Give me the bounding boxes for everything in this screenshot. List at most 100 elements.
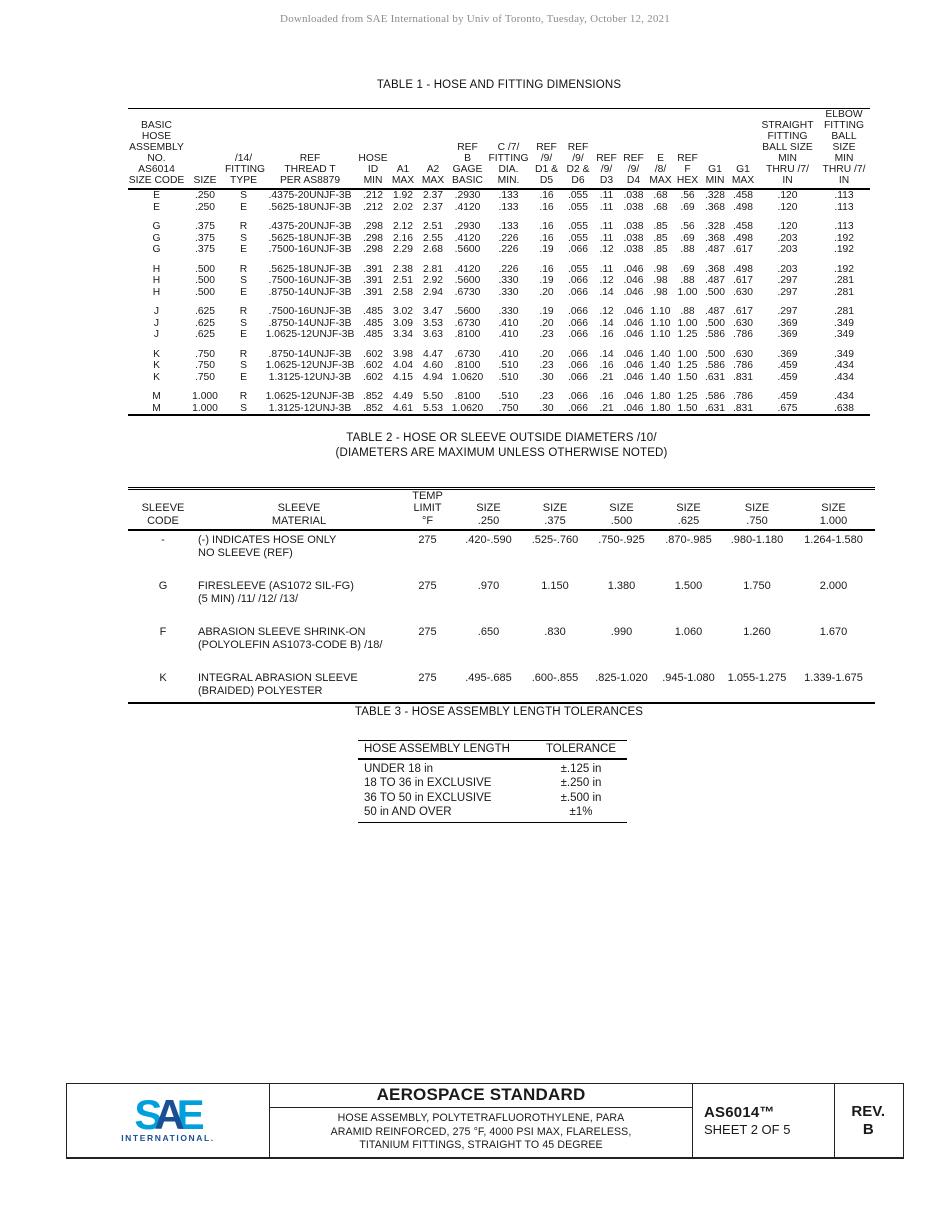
table-cell: 275 [418,671,437,684]
table-cell: .970 [477,579,500,592]
table-cell: .349 [833,317,855,329]
table-cell: .298 [362,232,384,244]
table-cell: 1.10 [650,329,671,340]
table-cell: .11 [599,201,614,213]
table-cell: E [240,329,247,340]
table-cell: H [152,263,161,275]
spacer-row [128,561,875,577]
table-cell: .510 [498,371,519,383]
table-cell: .980-1.180 [730,533,784,546]
table-cell: ±.500 in [560,791,602,804]
download-watermark: Downloaded from SAE International by Uni… [280,13,670,25]
table-cell: .298 [362,221,384,232]
table-cell: .2930 [454,190,481,201]
table-cell: FIRESLEEVE (AS1072 SIL-FG) (5 MIN) /11/ … [198,579,354,606]
spacer-row [128,653,875,669]
table-cell: 1.00 [677,286,698,298]
table-cell: .16 [599,360,614,371]
table-cell: .14 [599,317,614,329]
column-header: HOSE ID MIN [358,153,388,186]
table-cell: .391 [362,286,384,298]
table-cell: 2.02 [392,201,414,213]
table-cell: .6730 [454,348,481,360]
table-cell: .330 [498,306,519,317]
table-cell: .69 [680,232,695,244]
table-row: G FIRESLEEVE (AS1072 SIL-FG) (5 MIN) /11/… [128,577,875,607]
table-cell: 2.94 [422,286,444,298]
sae-logo: S A E INTERNATIONAL. [67,1084,270,1157]
table-cell: .7500-16UNJF-3B [268,275,352,286]
table-cell: .066 [567,275,589,286]
table-cell: .98 [653,275,668,286]
table-cell: M [152,391,161,402]
table-cell: .459 [777,360,798,371]
table-cell: .434 [833,371,855,383]
table-cell: 2.37 [422,190,444,201]
table-cell: 3.47 [422,306,444,317]
table2-container: SLEEVE CODE SLEEVE MATERIAL TEMP LIMIT °F S… [128,487,875,704]
table-cell: .19 [539,244,554,255]
table-cell: .038 [623,232,644,244]
table-cell: 1.40 [650,371,671,383]
column-header: REF /9/ D2 & D6 [566,142,590,186]
table-cell: .617 [732,244,754,255]
table-cell: .066 [567,329,589,340]
table-cell: .88 [680,306,695,317]
table-cell: .420-.590 [465,533,512,546]
table-cell: .485 [362,317,384,329]
table-row: H .500 S .7500-16UNJF-3B .391 2.51 2.92 .5600 .3… [128,275,870,287]
sheet-number: SHEET 2 OF 5 [704,1122,791,1137]
table-cell: .066 [567,371,589,383]
table-cell: R [239,221,248,232]
table-cell: .586 [704,329,726,340]
table-cell: .066 [567,360,589,371]
table-cell: 4.49 [392,391,414,402]
table-cell: 1.150 [541,579,569,592]
table-cell: 275 [418,533,437,546]
table-cell: .375 [194,221,216,232]
table-cell: .203 [777,232,798,244]
table-cell: .2930 [454,221,481,232]
table-cell: .68 [653,201,668,213]
table2-header-row: SLEEVE CODE SLEEVE MATERIAL TEMP LIMIT °F S… [128,488,875,530]
table-cell: .458 [732,190,754,201]
table-cell: .066 [567,348,589,360]
spacer-row [128,607,875,623]
revision-label: REV. [851,1102,886,1120]
table-row: - (-) INDICATES HOSE ONLY NO SLEEVE (REF)… [128,530,875,561]
table-cell: .638 [833,402,855,414]
table-cell: .212 [362,201,384,213]
table-cell: .602 [362,360,384,371]
table1-container: BASIC HOSE ASSEMBLY NO. AS6014 SIZE CODE… [128,108,870,416]
table-cell: 3.63 [422,329,444,340]
table-cell: .133 [498,190,519,201]
table-cell: .192 [833,232,855,244]
table-row: E .250 S .4375-20UNJF-3B .212 1.92 2.37 .2930 .1… [128,189,870,202]
document-number: AS6014™ [704,1104,775,1121]
table-cell: J [153,306,160,317]
spacer-row [128,383,870,391]
table-cell: E [240,244,247,255]
table-cell: .831 [732,402,754,414]
table-cell: .328 [704,221,726,232]
column-header: REF F HEX [676,153,699,186]
table-cell: S [240,360,247,371]
table3-header-row: HOSE ASSEMBLY LENGTH TOLERANCE [358,740,627,759]
table-cell: .852 [362,402,384,414]
column-header: G1 MAX [731,164,755,186]
table-cell: .12 [599,306,614,317]
table3-title: TABLE 3 - HOSE ASSEMBLY LENGTH TOLERANCE… [354,706,644,718]
table-cell: .56 [680,221,695,232]
table-cell: 3.09 [392,317,414,329]
table-cell: .487 [704,244,726,255]
table-cell: .98 [653,286,668,298]
table-cell: .046 [623,286,644,298]
table-cell: ±.250 in [560,777,602,790]
table-cell: 1.000 [192,402,218,414]
table-cell: .120 [777,201,798,213]
table-cell: .055 [567,263,589,275]
table-cell: .046 [623,306,644,317]
table-cell: .14 [599,286,614,298]
table-cell: .349 [833,348,855,360]
table-cell: 1.264-1.580 [804,533,863,546]
